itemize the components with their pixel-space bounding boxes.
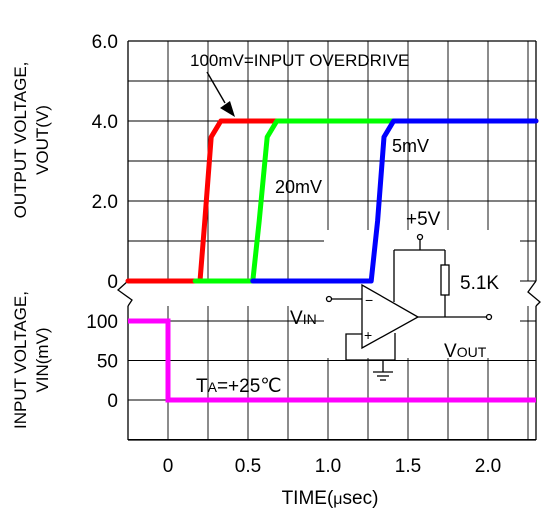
comparator-plus: + <box>364 327 372 343</box>
series-line-100mv <box>125 118 539 284</box>
supply-label: +5V <box>406 209 441 230</box>
supply-terminal <box>416 233 424 241</box>
annotation-arrow-head <box>220 101 235 117</box>
x-axis-title: TIME(μsec) <box>282 488 379 509</box>
ytick-label-output: 6.0 <box>92 32 118 53</box>
annotation-temperature: TA=+25℃ <box>196 376 282 397</box>
ytick-label-output: 4.0 <box>92 112 118 133</box>
output-label: VOUT <box>444 341 487 362</box>
xtick-label: 1.5 <box>395 456 421 477</box>
series-line-20mv <box>192 118 411 284</box>
input-label: VIN <box>290 308 317 329</box>
xtick-label: 0 <box>163 456 174 477</box>
axis-break-left <box>116 280 133 307</box>
ytick-label-output: 0 <box>107 272 118 293</box>
comparator-minus: − <box>365 292 373 308</box>
output-ylabel-line1: OUTPUT VOLTAGE, <box>11 62 30 219</box>
tick-labels: 0 2.0 4.0 6.0 0 50 100 0 0.5 1.0 1.5 2.0 <box>86 32 501 477</box>
annotation-overdrive: 100mV=INPUT OVERDRIVE <box>190 51 409 70</box>
circuit-background <box>324 230 520 358</box>
ytick-label-input: 0 <box>107 391 118 412</box>
series-line-5mv <box>250 118 539 284</box>
pullup-resistor <box>440 264 450 296</box>
comparator-circuit <box>325 233 493 381</box>
series-line-input <box>128 318 536 403</box>
xtick-label: 0.5 <box>235 456 261 477</box>
comparator-symbol <box>361 283 420 350</box>
xtick-label: 1.0 <box>315 456 341 477</box>
annotation-20mv: 20mV <box>275 177 322 197</box>
annotation-arrow-line <box>206 71 226 104</box>
output-ylabel-line2: VOUT(V) <box>33 105 52 175</box>
input-ylabel-line2: VIN(mV) <box>33 327 52 392</box>
output-terminal <box>485 313 493 321</box>
annotation-5mv: 5mV <box>392 136 429 156</box>
input-ylabel-line1: INPUT VOLTAGE, <box>11 291 30 429</box>
series-layer <box>125 118 539 403</box>
axis-break-right <box>527 280 541 307</box>
resistor-label: 5.1K <box>460 273 499 294</box>
xtick-label: 2.0 <box>475 456 501 477</box>
input-terminal <box>325 295 333 303</box>
ytick-label-input: 50 <box>97 352 118 373</box>
ytick-label-input: 100 <box>86 312 118 333</box>
ytick-label-output: 2.0 <box>92 192 118 213</box>
